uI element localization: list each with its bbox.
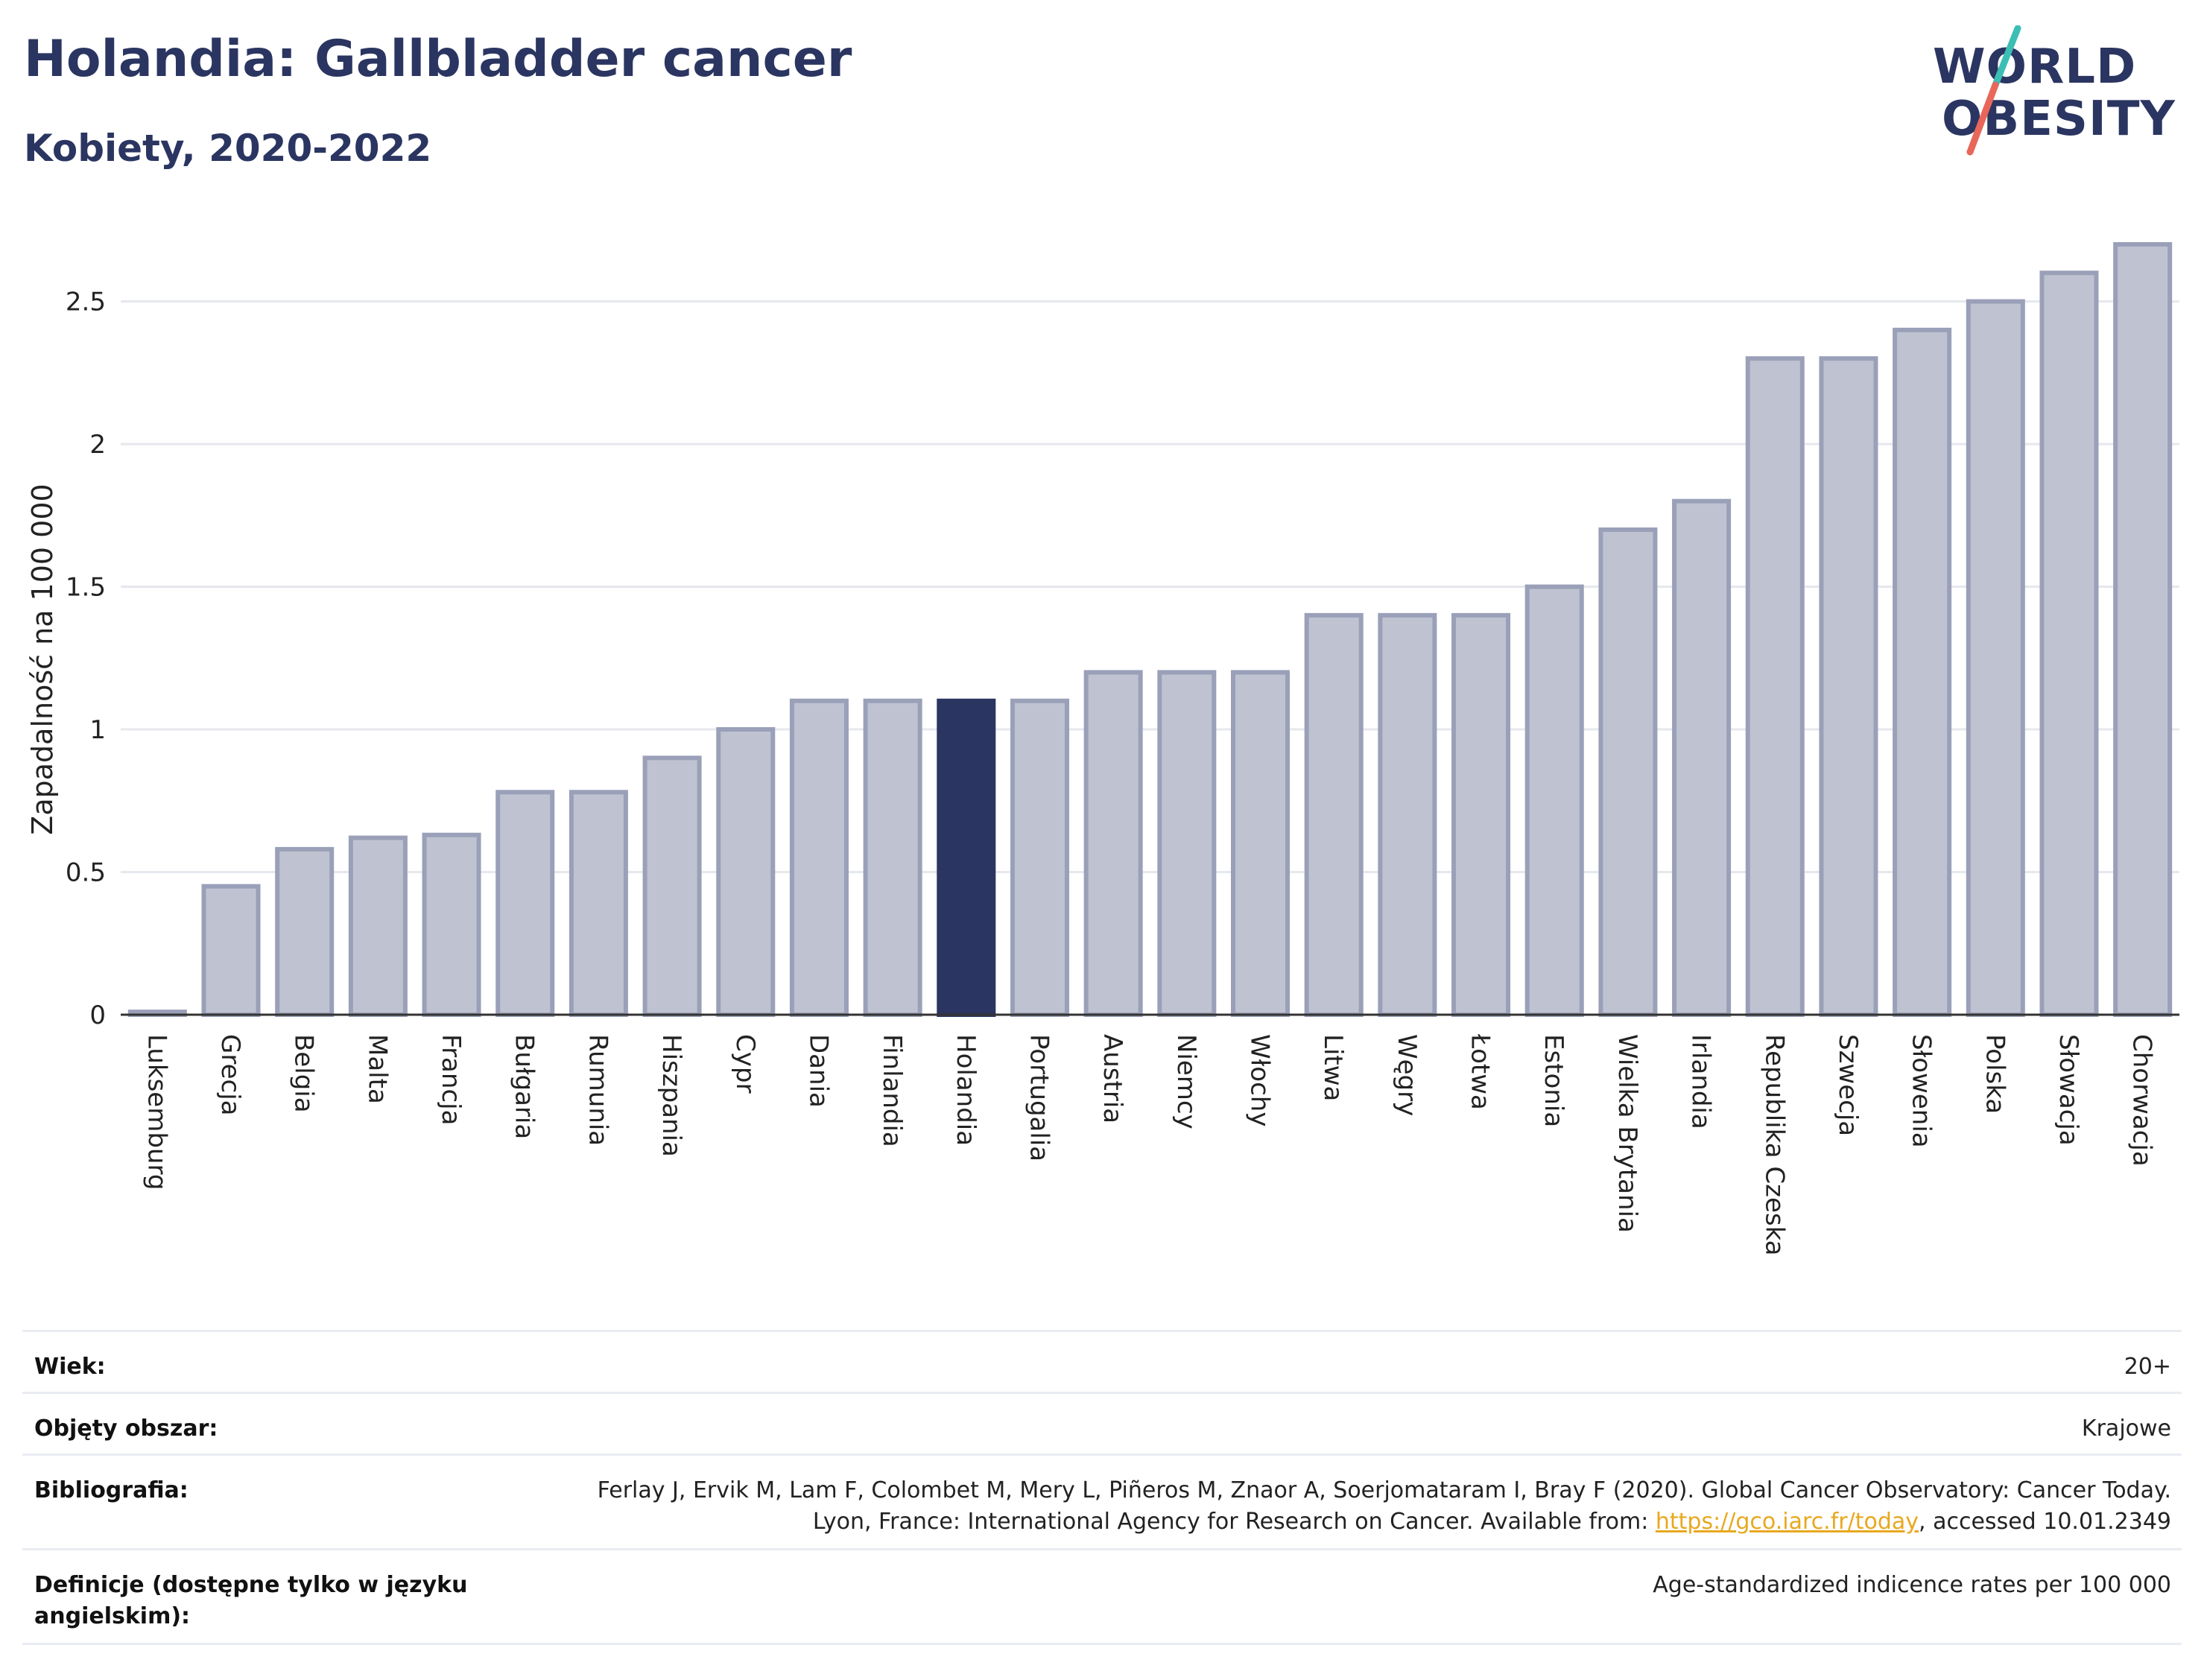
bar-grecja[interactable] <box>201 884 261 1018</box>
x-tick-label: Niemcy <box>1171 1034 1201 1129</box>
x-tick-label: Bułgaria <box>510 1034 539 1139</box>
x-tick-label: Grecja <box>215 1034 245 1115</box>
x-tick-label: Litwa <box>1318 1034 1348 1101</box>
x-tick-label: Holandia <box>951 1034 981 1146</box>
bar-estonia[interactable] <box>1524 584 1584 1017</box>
y-tick-label: 0 <box>89 1001 106 1030</box>
bar-węgry[interactable] <box>1378 612 1437 1017</box>
definitions-value: Age-standardized indicence rates per 100… <box>1653 1572 2171 1598</box>
bibliography-value: Ferlay J, Ervik M, Lam F, Colombet M, Me… <box>532 1456 2182 1538</box>
x-tick-label: Słowenia <box>1907 1034 1937 1148</box>
bar-polska[interactable] <box>1966 299 2025 1017</box>
bar-chorwacja[interactable] <box>2113 242 2173 1017</box>
x-tick-label: Rumunia <box>583 1034 612 1146</box>
x-tick-label: Irlandia <box>1686 1034 1716 1129</box>
x-tick-label: Dania <box>803 1034 833 1108</box>
bibliography-accessed: , accessed 10.01.2349 <box>1919 1509 2171 1535</box>
bar-holandia[interactable] <box>937 698 996 1017</box>
x-tick-label: Francja <box>436 1034 466 1125</box>
bibliography-text: Ferlay J, Ervik M, Lam F, Colombet M, Me… <box>597 1477 2171 1535</box>
bar-słowenia[interactable] <box>1893 327 1952 1017</box>
x-tick-label: Malta <box>362 1034 392 1104</box>
info-row-age: Wiek: 20+ <box>22 1330 2182 1392</box>
bar-szwecja[interactable] <box>1819 356 1878 1017</box>
x-tick-labels: Luksemburg Grecja Belgia Malta Francja Bułgar… <box>142 1033 2156 1256</box>
y-tick-label: 0.5 <box>66 858 106 888</box>
info-row-definitions: Definicje (dostępne tylko w języku angie… <box>22 1548 2182 1645</box>
y-tick-label: 2 <box>89 430 106 460</box>
bars <box>127 242 2173 1018</box>
age-label: Wiek: <box>34 1354 106 1380</box>
world-obesity-logo[interactable]: WORLD OBESITY <box>1928 22 2175 156</box>
x-tick-label: Estonia <box>1539 1034 1568 1127</box>
x-tick-label: Słowacja <box>2053 1034 2083 1146</box>
logo-slash-icon <box>1966 25 2021 156</box>
x-tick-label: Republika Czeska <box>1759 1034 1789 1256</box>
bar-belgia[interactable] <box>275 846 335 1017</box>
x-tick-label: Wielka Brytania <box>1612 1034 1642 1233</box>
info-row-bibliography: Bibliografia: Ferlay J, Ervik M, Lam F, … <box>22 1454 2182 1548</box>
bar-słowacja[interactable] <box>2039 270 2099 1017</box>
x-tick-label: Cypr <box>730 1034 760 1093</box>
bar-rumunia[interactable] <box>569 790 628 1017</box>
area-value: Krajowe <box>2081 1416 2171 1442</box>
info-row-area: Objęty obszar: Krajowe <box>22 1392 2182 1454</box>
logo-line1: WORLD <box>1933 39 2137 95</box>
bar-finlandia[interactable] <box>863 698 922 1017</box>
y-tick-labels: 0 0.5 1 1.5 2 2.5 <box>66 288 106 1030</box>
area-label: Objęty obszar: <box>34 1416 218 1442</box>
x-tick-label: Luksemburg <box>142 1034 171 1190</box>
info-table: Wiek: 20+ Objęty obszar: Krajowe Bibliog… <box>22 1330 2182 1645</box>
bibliography-link[interactable]: https://gco.iarc.fr/today <box>1655 1509 1919 1535</box>
x-tick-label: Belgia <box>289 1034 319 1113</box>
y-tick-label: 2.5 <box>66 288 106 317</box>
bar-irlandia[interactable] <box>1672 498 1732 1017</box>
bar-republika-czeska[interactable] <box>1745 356 1805 1017</box>
x-tick-label: Portugalia <box>1024 1034 1054 1161</box>
bar-niemcy[interactable] <box>1157 670 1217 1017</box>
x-tick-label: Austria <box>1098 1034 1127 1123</box>
bar-cypr[interactable] <box>716 727 776 1017</box>
y-axis-title: Zapadalność na 100 000 <box>26 484 59 834</box>
chart-subtitle: Kobiety, 2020-2022 <box>24 127 432 170</box>
y-tick-label: 1.5 <box>66 573 106 603</box>
x-tick-label: Polska <box>1980 1034 2010 1114</box>
bar-łotwa[interactable] <box>1451 612 1511 1017</box>
x-tick-label: Węgry <box>1392 1034 1422 1116</box>
x-tick-label: Szwecja <box>1833 1034 1863 1136</box>
bar-austria[interactable] <box>1083 670 1143 1017</box>
x-tick-label: Hiszpania <box>656 1034 686 1157</box>
chart-title: Holandia: Gallbladder cancer <box>24 30 852 89</box>
bar-francja[interactable] <box>422 832 481 1017</box>
x-tick-label: Finlandia <box>877 1034 907 1147</box>
bar-włochy[interactable] <box>1231 670 1291 1017</box>
x-tick-label: Łotwa <box>1466 1033 1495 1110</box>
bar-bułgaria[interactable] <box>495 790 555 1017</box>
bar-dania[interactable] <box>789 698 849 1017</box>
age-value: 20+ <box>2124 1354 2171 1380</box>
bar-malta[interactable] <box>348 835 408 1018</box>
bar-hiszpania[interactable] <box>642 755 702 1017</box>
y-tick-label: 1 <box>89 715 106 745</box>
bar-litwa[interactable] <box>1304 612 1364 1017</box>
bar-wielka-brytania[interactable] <box>1598 527 1658 1017</box>
bar-chart: 0 0.5 1 1.5 2 2.5 Luksemburg Grecja Belgia Malta… <box>26 242 2179 1256</box>
x-tick-label: Chorwacja <box>2127 1034 2157 1167</box>
bar-portugalia[interactable] <box>1010 698 1069 1017</box>
bibliography-label: Bibliografia: <box>34 1477 189 1503</box>
definitions-label: Definicje (dostępne tylko w języku angie… <box>34 1572 468 1629</box>
x-tick-label: Włochy <box>1245 1034 1275 1126</box>
